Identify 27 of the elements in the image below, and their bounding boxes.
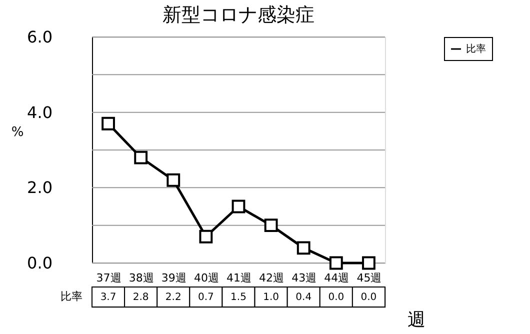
x-tick-label: 45週 (356, 272, 382, 284)
x-tick-label: 37週 (96, 272, 122, 284)
y-axis-title: % (11, 125, 24, 140)
text: 3.7 (100, 292, 116, 303)
y-tick-label: 2.0 (27, 178, 52, 198)
x-tick-label: 39週 (161, 272, 186, 284)
x-tick-label: 38週 (128, 272, 154, 284)
text: 1.5 (230, 292, 246, 303)
x-tick-label: 44週 (324, 272, 350, 284)
text: 0.4 (296, 292, 312, 303)
y-tick-label: 4.0 (27, 102, 52, 122)
text: 1.0 (263, 292, 280, 303)
text: 2.2 (165, 292, 182, 303)
text: 0.0 (360, 292, 377, 303)
text: 2.8 (132, 292, 149, 303)
y-tick-label: 6.0 (27, 28, 52, 46)
text: 比率 (60, 290, 82, 303)
legend-label: 比率 (466, 43, 486, 55)
x-tick-label: 41週 (226, 272, 252, 284)
x-tick-label: 42週 (259, 272, 284, 284)
x-tick-label: 43週 (292, 272, 317, 284)
text: 0.0 (328, 292, 344, 303)
y-tick-label: 0.0 (27, 254, 52, 272)
chart-title: 新型コロナ感染症 (162, 4, 314, 26)
x-axis-title: 週 (408, 310, 426, 330)
text: 0.7 (198, 292, 214, 303)
x-tick-label: 40週 (194, 272, 219, 284)
